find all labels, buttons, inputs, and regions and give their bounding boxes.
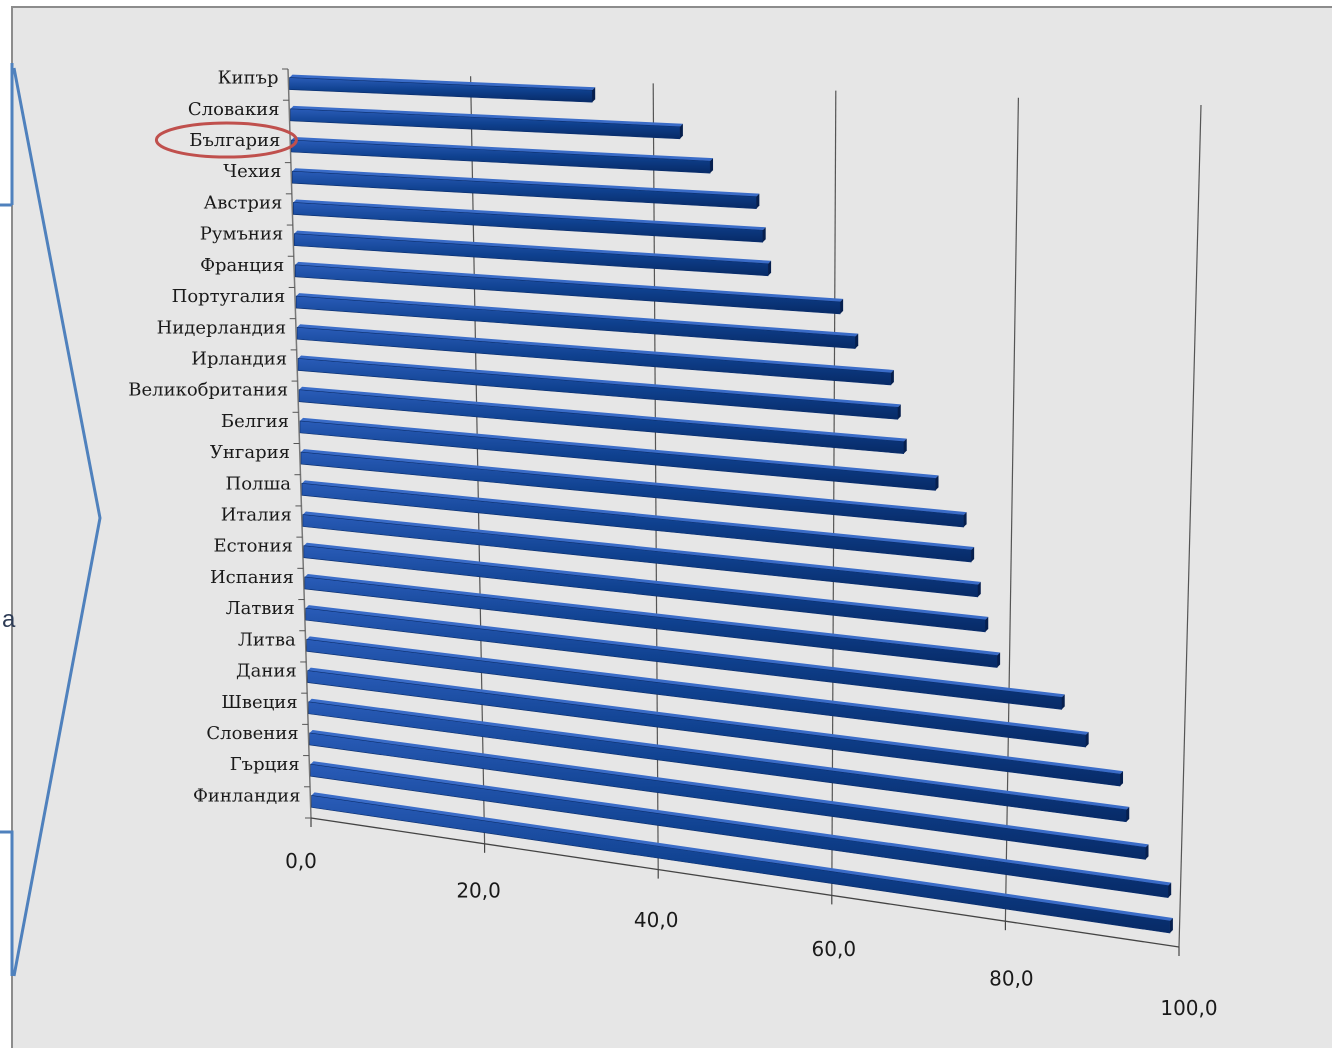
bar [297, 355, 901, 420]
y-tick-label: Белгия [221, 411, 289, 432]
y-tick-label: Унгария [210, 442, 290, 463]
y-tick-label: Франция [200, 255, 284, 276]
y-tick-label: Нидерландия [157, 317, 287, 338]
x-tick-label: 20,0 [456, 878, 501, 902]
bar [310, 761, 1172, 898]
gridline [1004, 97, 1019, 922]
y-tick-label: Испания [210, 567, 294, 588]
x-tick-label: 100,0 [1160, 996, 1217, 1020]
bar [308, 698, 1130, 823]
y-tick-label: Италия [221, 505, 292, 526]
bar [301, 480, 975, 563]
y-tick-label: Финландия [193, 785, 301, 806]
y-tick-label: Словения [206, 723, 298, 744]
y-tick-label: Великобритания [128, 380, 288, 401]
y-tick-label: Швеция [221, 692, 297, 713]
bar [291, 137, 714, 174]
y-tick-label: Кипър [218, 68, 279, 89]
bar [311, 792, 1173, 934]
bar [292, 168, 760, 209]
bar [293, 199, 766, 243]
y-tick-label: Словакия [188, 99, 280, 120]
y-tick-label: Португалия [172, 286, 286, 307]
callout-arrow-shape [0, 63, 102, 977]
bar [290, 105, 683, 140]
y-tick-label: Естония [213, 536, 292, 557]
y-tick-label: Гърция [230, 754, 300, 775]
x-tick-label: 80,0 [989, 967, 1034, 991]
y-tick-label: Румъния [200, 224, 284, 245]
bar [299, 417, 939, 491]
x-axis-line [310, 817, 1180, 948]
gridline [470, 76, 486, 844]
bar [303, 542, 989, 633]
y-tick-label: Ирландия [191, 348, 287, 369]
x-tick-label: 40,0 [634, 908, 679, 932]
gridline [652, 83, 659, 870]
chart-area: Кипър Словакия България Чехия Австрия Румъния… [11, 6, 1332, 1048]
bar [293, 230, 772, 277]
y-tick-label: Чехия [223, 161, 281, 182]
bar [307, 667, 1124, 787]
bar-chart: Кипър Словакия България Чехия Австрия Румъния… [128, 68, 1217, 1020]
highlight-ellipse [154, 121, 298, 159]
side-text: a [2, 606, 16, 633]
y-tick-label: България [189, 130, 280, 151]
y-tick-label: Австрия [204, 192, 283, 213]
y-tick-label: Дания [236, 661, 297, 682]
bar [304, 573, 1001, 668]
bar [298, 386, 907, 455]
y-tick-label: Латвия [226, 598, 295, 619]
gridline [1178, 104, 1202, 948]
y-tick-label: Литва [238, 629, 296, 650]
bar [300, 449, 967, 528]
bar [289, 74, 596, 103]
bar [302, 511, 981, 598]
x-tick-label: 60,0 [812, 937, 857, 961]
bar [295, 293, 859, 349]
x-tick-label: 0,0 [285, 849, 317, 873]
gridline [831, 90, 837, 896]
bar [296, 324, 894, 386]
bar [309, 729, 1149, 860]
y-tick-label: Полша [226, 473, 292, 494]
bar [305, 605, 1065, 710]
bar [294, 261, 844, 315]
bar [306, 636, 1089, 748]
